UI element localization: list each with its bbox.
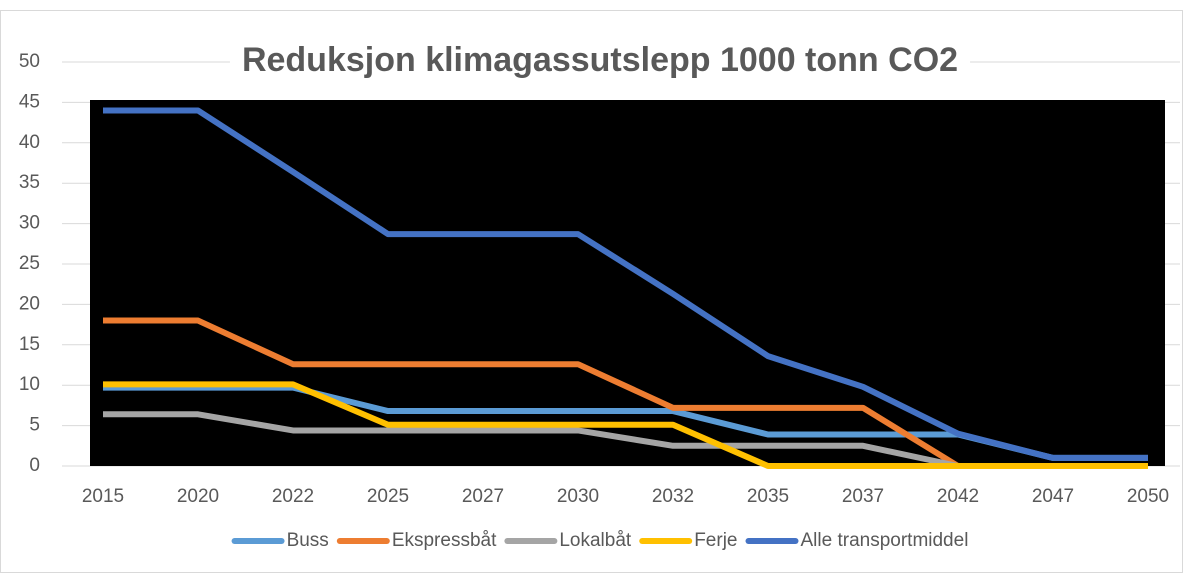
series-line [103,107,1148,461]
title-background [229,40,971,84]
x-tick-label: 2025 [367,486,409,507]
legend-label: Lokalbåt [559,530,632,551]
legend-label: Ekspressbåt [392,530,497,551]
series-line [103,381,1148,469]
plot-area [90,100,1165,466]
x-tick-label: 2042 [937,486,979,507]
y-tick-label: 10 [19,374,40,395]
x-tick-label: 2035 [747,486,789,507]
y-tick-label: 30 [19,213,40,234]
y-tick-label: 45 [19,91,40,112]
x-tick-label: 2030 [557,486,599,507]
legend-label: Buss [287,530,329,551]
y-tick-label: 50 [19,51,40,72]
x-tick-label: 2047 [1032,486,1074,507]
legend-label: Ferje [694,530,737,551]
y-tick-label: 5 [29,415,40,436]
x-tick-label: 2032 [652,486,694,507]
x-tick-label: 2037 [842,486,884,507]
x-tick-label: 2015 [82,486,124,507]
x-tick-label: 2027 [462,486,504,507]
x-tick-label: 2050 [1127,486,1169,507]
x-tick-label: 2020 [177,486,219,507]
y-tick-label: 40 [19,132,40,153]
x-tick-label: 2022 [272,486,314,507]
y-tick-label: 25 [19,253,40,274]
chart-title: Reduksjon klimagassutslepp 1000 tonn CO2 [242,41,958,79]
y-tick-label: 20 [19,293,40,314]
y-tick-label: 35 [19,172,40,193]
y-tick-label: 0 [29,455,40,476]
legend-label: Alle transportmiddel [801,530,969,551]
y-tick-label: 15 [19,334,40,355]
